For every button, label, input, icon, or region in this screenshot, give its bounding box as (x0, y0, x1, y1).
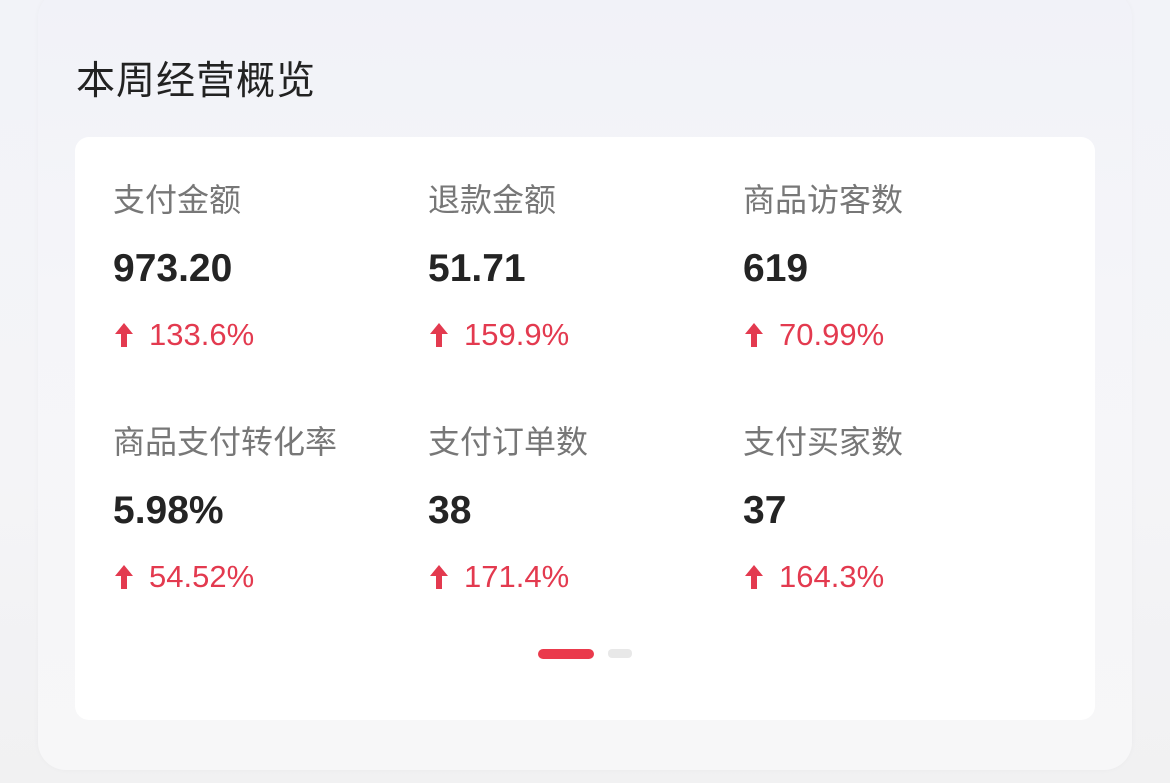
metric-change: 70.99% (743, 315, 903, 355)
metric-label: 支付买家数 (743, 423, 904, 461)
arrow-up-icon (115, 565, 133, 589)
arrow-up-icon (745, 565, 763, 589)
metric-change: 54.52% (113, 557, 337, 597)
metric-label: 支付订单数 (428, 423, 589, 461)
page-indicator (538, 649, 632, 659)
metric-value: 37 (743, 489, 787, 532)
metric-change: 164.3% (743, 557, 903, 597)
metric-change-value: 70.99% (779, 317, 885, 352)
metric-label: 商品访客数 (743, 181, 904, 219)
metric-change-value: 171.4% (464, 559, 570, 594)
section-title: 本周经营概览 (76, 59, 317, 104)
metric-change-value: 159.9% (464, 317, 570, 352)
metric-item[interactable]: 支付订单数 38 171.4% (428, 422, 588, 597)
metric-label: 支付金额 (113, 181, 242, 219)
page-dot-active[interactable] (538, 649, 594, 659)
metric-label: 商品支付转化率 (113, 423, 338, 461)
metric-value: 5.98% (113, 489, 224, 532)
arrow-up-icon (115, 323, 133, 347)
metric-value: 38 (428, 489, 472, 532)
metric-value: 619 (743, 247, 809, 290)
metric-change: 159.9% (428, 315, 569, 355)
page-dot[interactable] (608, 649, 632, 658)
metric-change: 133.6% (113, 315, 254, 355)
metrics-panel[interactable] (75, 137, 1095, 720)
metric-change-value: 133.6% (149, 317, 255, 352)
arrow-up-icon (430, 323, 448, 347)
metric-item[interactable]: 退款金额 51.71 159.9% (428, 180, 569, 355)
metric-change-value: 54.52% (149, 559, 255, 594)
metric-value: 973.20 (113, 247, 233, 290)
metric-item[interactable]: 商品支付转化率 5.98% 54.52% (113, 422, 337, 597)
metric-label: 退款金额 (428, 181, 557, 219)
metric-change: 171.4% (428, 557, 588, 597)
metric-change-value: 164.3% (779, 559, 885, 594)
metric-value: 51.71 (428, 247, 526, 290)
arrow-up-icon (745, 323, 763, 347)
metric-item[interactable]: 支付买家数 37 164.3% (743, 422, 903, 597)
arrow-up-icon (430, 565, 448, 589)
metric-item[interactable]: 支付金额 973.20 133.6% (113, 180, 254, 355)
metric-item[interactable]: 商品访客数 619 70.99% (743, 180, 903, 355)
